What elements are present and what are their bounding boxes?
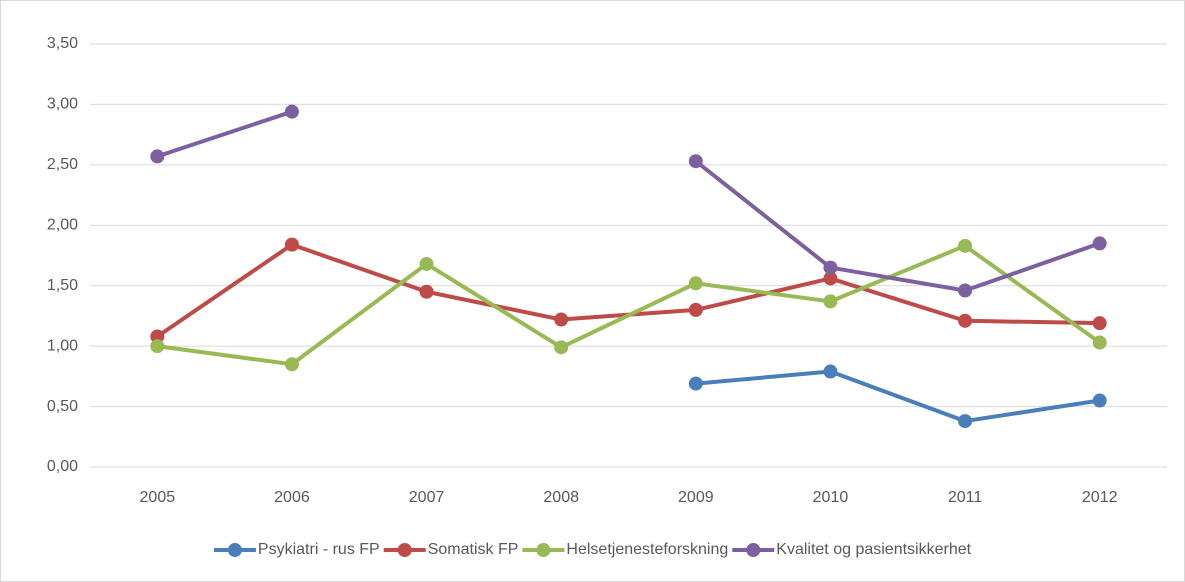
- legend-label: Somatisk FP: [428, 541, 519, 558]
- data-point: [958, 313, 973, 328]
- legend-label: Psykiatri - rus FP: [258, 541, 380, 558]
- legend-marker: [397, 543, 412, 557]
- y-tick-label: 3,50: [47, 35, 78, 52]
- data-point: [1092, 316, 1107, 331]
- legend-marker: [746, 543, 761, 557]
- y-tick-label: 0,50: [47, 398, 78, 415]
- data-point: [284, 357, 299, 372]
- x-tick-label: 2008: [543, 489, 579, 506]
- data-point: [284, 237, 299, 252]
- data-point: [958, 238, 973, 253]
- legend-marker: [536, 543, 551, 557]
- legend-label: Helsetjenesteforskning: [566, 541, 728, 558]
- legend-label: Kvalitet og pasientsikkerhet: [776, 541, 971, 558]
- data-point: [823, 294, 838, 309]
- series-line: [693, 369, 1102, 424]
- data-point: [150, 149, 165, 164]
- data-point: [419, 256, 434, 271]
- x-tick-label: 2009: [678, 489, 714, 506]
- data-point: [284, 104, 299, 119]
- x-tick-label: 2010: [813, 489, 849, 506]
- y-tick-label: 0,00: [47, 458, 78, 475]
- data-point: [688, 302, 703, 317]
- data-point: [1092, 236, 1107, 251]
- data-point: [823, 271, 838, 286]
- x-tick-label: 2007: [409, 489, 445, 506]
- data-point: [554, 312, 569, 327]
- y-tick-label: 2,50: [47, 156, 78, 173]
- data-point: [419, 284, 434, 299]
- x-tick-label: 2006: [274, 489, 310, 506]
- data-point: [554, 340, 569, 355]
- x-tick-label: 2012: [1082, 489, 1118, 506]
- series-line: [155, 243, 1102, 367]
- x-tick-label: 2005: [140, 489, 176, 506]
- data-point: [958, 283, 973, 298]
- data-point: [688, 276, 703, 291]
- y-tick-label: 1,00: [47, 337, 78, 354]
- data-point: [823, 364, 838, 379]
- legend-marker: [227, 543, 242, 557]
- y-tick-label: 1,50: [47, 277, 78, 294]
- data-point: [1092, 335, 1107, 350]
- x-tick-label: 2011: [948, 489, 983, 506]
- data-point: [150, 339, 165, 354]
- data-point: [958, 414, 973, 429]
- data-point: [823, 260, 838, 275]
- y-tick-label: 2,00: [47, 217, 78, 234]
- data-point: [1092, 393, 1107, 408]
- y-tick-label: 3,00: [47, 96, 78, 113]
- data-point: [688, 154, 703, 169]
- data-point: [688, 376, 703, 391]
- data-point: [150, 329, 165, 344]
- series-line: [155, 109, 1102, 293]
